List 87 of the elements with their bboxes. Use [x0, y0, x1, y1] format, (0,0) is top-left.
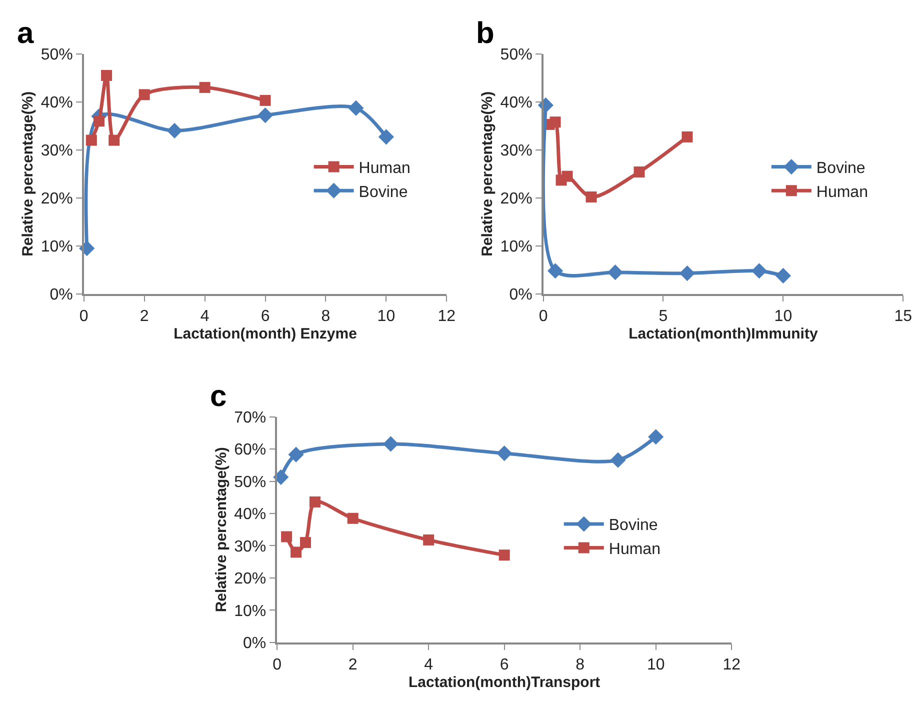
point — [281, 531, 292, 542]
legend-label: Human — [816, 184, 868, 201]
y-tick-label: 30% — [40, 142, 73, 160]
y-tick-label: 10% — [500, 238, 532, 256]
x-tick-label: 2 — [140, 308, 149, 325]
chart-title: b — [476, 17, 494, 50]
chart-title: c — [210, 380, 227, 413]
y-tick-label: 60% — [234, 442, 266, 459]
point — [634, 166, 645, 178]
point — [290, 546, 302, 558]
x-tick-label: 0 — [538, 308, 548, 325]
x-tick-label: 2 — [348, 656, 358, 674]
x-axis-title: Lactation(month) Enzyme — [174, 325, 357, 342]
x-tick-label: 8 — [321, 308, 330, 325]
y-tick-label: 10% — [40, 238, 73, 256]
x-tick-label: 0 — [272, 656, 282, 674]
point — [257, 108, 274, 124]
x-tick-label: 8 — [576, 656, 585, 674]
y-tick-label: 70% — [234, 410, 266, 427]
point — [547, 263, 564, 279]
point — [648, 429, 664, 445]
y-tick-label: 40% — [40, 94, 73, 112]
y-tick-label: 0% — [509, 286, 532, 304]
point — [166, 122, 182, 138]
legend-label: Bovine — [816, 160, 866, 178]
point — [586, 191, 597, 202]
point — [300, 537, 312, 548]
point — [751, 263, 767, 279]
x-axis-title: Lactation(month)Transport — [408, 674, 600, 691]
chart-title: a — [17, 17, 34, 50]
y-tick-label: 50% — [500, 46, 532, 64]
x-tick-label: 5 — [658, 308, 668, 325]
point — [273, 469, 289, 485]
y-tick-label: 20% — [40, 190, 73, 208]
y-tick-label: 40% — [500, 94, 532, 112]
y-tick-label: 50% — [234, 474, 266, 491]
point — [775, 268, 791, 284]
x-tick-label: 12 — [438, 308, 456, 325]
point — [607, 264, 624, 280]
y-tick-label: 0% — [50, 286, 73, 304]
point — [550, 116, 561, 128]
legend-label: Human — [608, 541, 660, 558]
x-tick-label: 6 — [260, 308, 270, 325]
x-tick-label: 0 — [79, 308, 88, 325]
x-tick-label: 10 — [646, 656, 665, 674]
x-tick-label: 10 — [774, 308, 792, 325]
point — [199, 82, 210, 93]
y-tick-label: 0% — [243, 634, 266, 652]
point — [378, 129, 394, 145]
x-tick-label: 6 — [500, 656, 509, 674]
point — [101, 70, 112, 81]
point — [562, 170, 573, 182]
x-tick-label: 4 — [200, 308, 210, 325]
x-tick-label: 10 — [377, 308, 396, 325]
point — [309, 496, 320, 508]
y-axis-title: Relative percentage(%) — [212, 447, 230, 612]
point — [496, 446, 512, 462]
point — [682, 131, 693, 142]
y-tick-label: 20% — [234, 570, 266, 588]
x-tick-label: 12 — [722, 656, 741, 674]
point — [498, 550, 510, 561]
legend-label: Bovine — [358, 184, 408, 201]
x-tick-label: 4 — [424, 656, 434, 674]
y-tick-label: 30% — [500, 142, 532, 160]
y-tick-label: 40% — [234, 506, 266, 524]
point — [93, 116, 104, 127]
point — [679, 265, 696, 282]
point — [610, 452, 626, 468]
y-axis-title: Relative percentage(%) — [20, 91, 37, 256]
y-axis-title: Relative percentage(%) — [479, 91, 496, 256]
point — [288, 446, 304, 462]
y-tick-label: 50% — [40, 46, 73, 64]
y-tick-label: 10% — [234, 602, 266, 620]
y-tick-label: 30% — [234, 538, 266, 556]
x-axis-title: Lactation(month)Immunity — [628, 325, 818, 342]
y-tick-label: 20% — [500, 190, 532, 208]
point — [138, 89, 150, 100]
point — [348, 100, 364, 116]
legend-label: Bovine — [608, 517, 658, 534]
x-tick-label: 15 — [894, 308, 912, 325]
legend-label: Human — [358, 160, 410, 178]
point — [382, 436, 399, 452]
point — [347, 512, 358, 524]
point — [423, 534, 434, 546]
point — [260, 94, 271, 106]
point — [86, 134, 97, 146]
point — [108, 134, 120, 146]
